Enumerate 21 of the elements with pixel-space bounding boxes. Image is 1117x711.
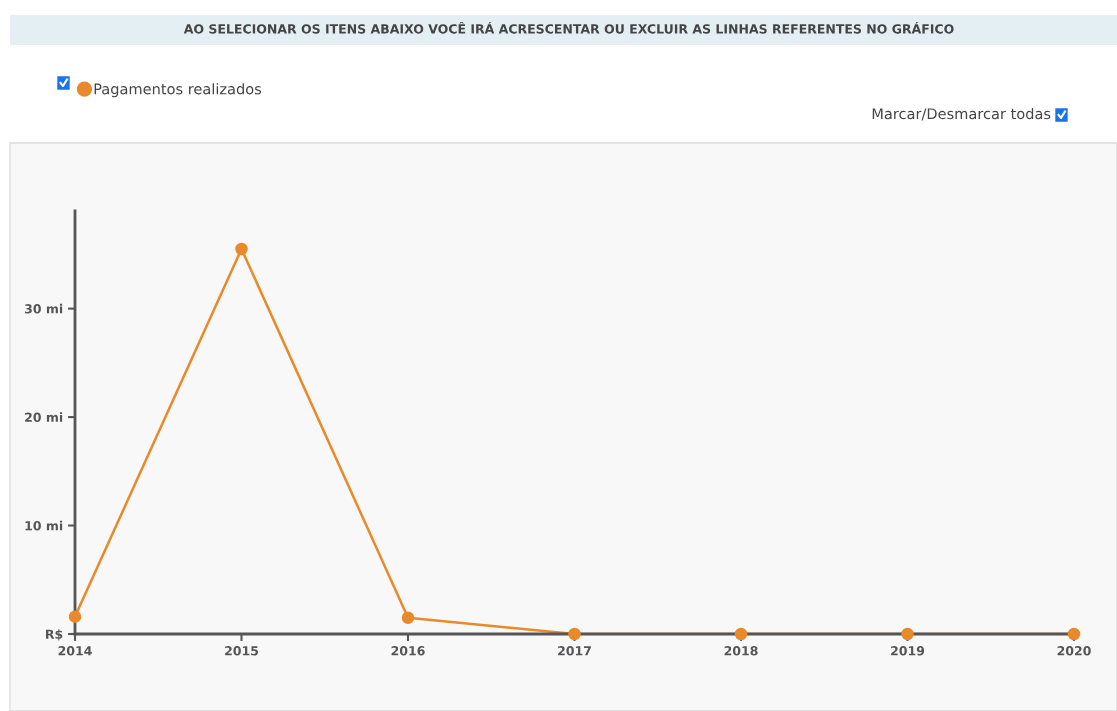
y-tick-label: R$: [46, 629, 63, 641]
y-tick-label: 20 mi: [25, 412, 63, 422]
point: [734, 627, 748, 641]
point: [1067, 627, 1081, 641]
legend-label: Pagamentos realizados: [94, 83, 262, 98]
chart-title: AO SELECIONAR OS ITENS ABAIXO VOCÊ IRÁ ACRESCENTAR OU EXCLUIR AS LINHAS REFERENTES NO GRÁFICO: [183, 21, 954, 34]
text: Marcar/Desmarcar todas: [872, 107, 1051, 121]
y-tick-label: 10 mi: [25, 520, 63, 531]
point: [68, 610, 82, 623]
point: [235, 242, 248, 256]
x-tick-label: 2015: [225, 646, 259, 656]
x-tick-label: 2014: [58, 646, 92, 656]
x-tick-label: 2018: [724, 646, 758, 656]
x-tick-label: 2016: [391, 646, 425, 656]
x-tick-label: 2019: [891, 646, 925, 656]
y-tick-label: 30 mi: [24, 303, 63, 314]
x-tick-label: 2020: [1057, 646, 1091, 656]
point: [568, 627, 581, 641]
point: [901, 627, 914, 641]
point: [401, 611, 415, 624]
x-tick-label: 2017: [558, 646, 591, 656]
